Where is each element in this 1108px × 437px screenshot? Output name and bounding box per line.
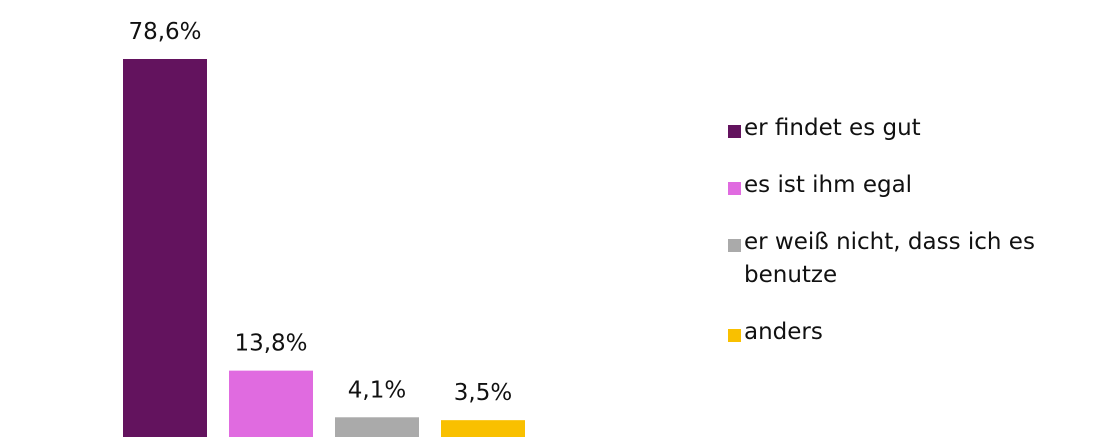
legend-label: anders [744, 319, 823, 345]
legend: er findet es gut es ist ihm egal er weiß n… [728, 112, 1098, 373]
legend-swatch [728, 125, 741, 138]
legend-label: er weiß nicht, dass ich es benutze [744, 229, 1035, 288]
value-label: 4,1% [348, 377, 406, 403]
bar [441, 420, 525, 437]
legend-item: anders [728, 316, 1098, 349]
value-label: 78,6% [128, 19, 201, 45]
chart: 78,6% 13,8% 4,1% 3,5% [123, 19, 525, 437]
legend-item: es ist ihm egal [728, 169, 1098, 202]
legend-swatch [728, 329, 741, 342]
value-label: 13,8% [234, 331, 307, 357]
legend-label: es ist ihm egal [744, 172, 913, 198]
bar [229, 370, 313, 437]
value-label: 3,5% [454, 380, 512, 406]
legend-swatch [728, 239, 741, 252]
bar [123, 59, 207, 437]
legend-label: er findet es gut [744, 115, 921, 141]
legend-item: er weiß nicht, dass ich es benutze [728, 226, 1098, 292]
legend-swatch [728, 182, 741, 195]
bar [335, 417, 419, 437]
legend-item: er findet es gut [728, 112, 1098, 145]
